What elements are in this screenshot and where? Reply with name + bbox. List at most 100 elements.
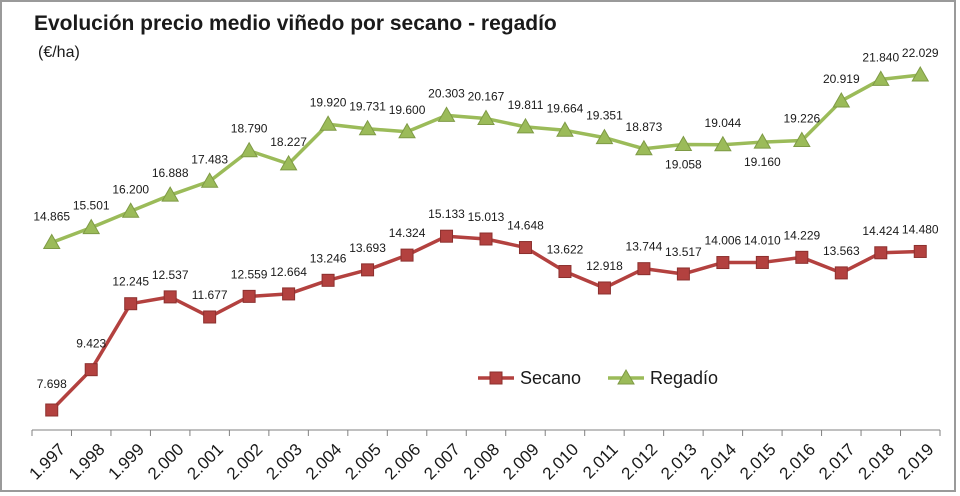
data-point-secano — [479, 232, 493, 246]
data-point-regadio — [82, 218, 101, 235]
x-tick-label: 2.009 — [499, 440, 543, 484]
x-tick-label: 2.016 — [776, 440, 820, 484]
data-label-secano: 15.013 — [468, 210, 505, 224]
data-label-secano: 12.664 — [270, 265, 307, 279]
x-tick-label: 2.017 — [815, 440, 859, 484]
data-label-secano: 12.559 — [231, 267, 268, 281]
data-label-regadio: 19.160 — [744, 155, 781, 169]
data-label-secano: 14.324 — [389, 226, 426, 240]
legend-label-secano: Secano — [520, 368, 581, 388]
data-point-secano — [637, 262, 651, 276]
data-point-secano — [558, 265, 572, 279]
x-tick-label: 2.010 — [539, 440, 583, 484]
data-label-secano: 14.480 — [902, 222, 939, 236]
x-tick-label: 2.012 — [618, 440, 662, 484]
chart-subtitle: (€/ha) — [38, 44, 80, 61]
data-label-regadio: 19.811 — [508, 98, 544, 112]
legend-marker-secano — [489, 371, 503, 385]
data-point-regadio — [871, 70, 890, 86]
data-label-regadio: 16.888 — [152, 166, 189, 180]
data-point-regadio — [121, 202, 140, 218]
x-tick-label: 2.007 — [420, 440, 464, 484]
data-label-regadio: 20.167 — [468, 90, 505, 104]
data-point-regadio — [635, 139, 653, 156]
x-tick-label: 2.008 — [460, 440, 504, 484]
data-point-secano — [518, 241, 532, 255]
data-point-secano — [84, 363, 98, 377]
data-point-secano — [795, 250, 809, 264]
x-tick-label: 2.004 — [302, 440, 346, 484]
data-point-regadio — [358, 119, 377, 136]
data-point-regadio — [279, 154, 298, 171]
data-point-secano — [124, 297, 138, 311]
data-label-regadio: 20.303 — [428, 86, 465, 100]
data-label-regadio: 19.920 — [310, 95, 347, 109]
data-point-regadio — [42, 233, 61, 249]
data-point-secano — [361, 263, 375, 277]
data-point-regadio — [911, 65, 930, 82]
data-label-secano: 14.229 — [783, 228, 820, 242]
data-point-regadio — [437, 106, 456, 122]
data-point-regadio — [714, 135, 732, 152]
data-point-regadio — [556, 121, 574, 137]
data-label-secano: 13.517 — [665, 245, 702, 259]
x-tick-label: 2.005 — [341, 440, 385, 484]
data-label-regadio: 16.200 — [112, 182, 149, 196]
data-point-secano — [874, 246, 888, 260]
data-point-regadio — [792, 131, 811, 148]
data-point-secano — [282, 287, 296, 301]
data-label-regadio: 19.600 — [389, 103, 426, 117]
data-label-secano: 13.246 — [310, 251, 347, 265]
data-point-secano — [45, 403, 59, 417]
x-tick-label: 2.014 — [697, 440, 741, 484]
data-point-regadio — [595, 128, 614, 145]
x-tick-label: 1.998 — [65, 440, 109, 484]
data-point-regadio — [319, 115, 337, 131]
data-label-secano: 12.537 — [152, 268, 189, 282]
data-point-secano — [440, 229, 454, 243]
x-tick-label: 2.001 — [183, 440, 227, 484]
data-point-regadio — [200, 172, 219, 188]
x-tick-label: 2.000 — [144, 440, 188, 484]
data-label-secano: 13.744 — [626, 240, 663, 254]
data-point-secano — [755, 255, 769, 269]
data-point-secano — [242, 289, 256, 303]
data-label-secano: 15.133 — [428, 207, 465, 221]
data-label-secano: 11.677 — [192, 288, 228, 302]
x-tick-label: 2.003 — [262, 440, 306, 484]
data-point-regadio — [398, 122, 416, 139]
data-label-secano: 14.010 — [744, 233, 781, 247]
data-point-regadio — [516, 117, 535, 134]
data-label-secano: 13.563 — [823, 244, 860, 258]
data-point-secano — [676, 267, 690, 281]
data-point-secano — [400, 248, 414, 262]
x-tick-label: 2.002 — [223, 440, 267, 484]
data-label-regadio: 14.865 — [33, 209, 70, 223]
x-tick-label: 2.013 — [657, 440, 701, 484]
data-label-regadio: 15.501 — [73, 199, 110, 213]
data-point-regadio — [832, 91, 851, 108]
legend-marker-regadio — [617, 368, 635, 385]
series-line-secano — [50, 234, 921, 412]
data-label-regadio: 20.919 — [823, 72, 860, 86]
data-label-regadio: 21.840 — [862, 50, 899, 64]
data-label-secano: 14.006 — [705, 234, 742, 248]
data-label-secano: 12.918 — [586, 259, 623, 273]
data-point-secano — [321, 273, 335, 287]
data-label-regadio: 18.227 — [270, 135, 307, 149]
x-tick-label: 2.015 — [736, 440, 780, 484]
data-point-secano — [203, 310, 217, 324]
x-tick-label: 2.006 — [381, 440, 425, 484]
data-label-regadio: 22.029 — [902, 46, 939, 60]
data-label-secano: 14.424 — [862, 224, 899, 238]
x-tick-label: 2.011 — [579, 440, 622, 483]
data-label-secano: 14.648 — [507, 219, 544, 233]
data-label-regadio: 19.058 — [665, 157, 702, 171]
data-label-regadio: 19.351 — [586, 109, 623, 123]
data-label-secano: 7.698 — [37, 377, 67, 391]
data-label-regadio: 19.044 — [705, 116, 742, 130]
data-label-regadio: 19.664 — [547, 101, 584, 115]
data-label-secano: 13.693 — [349, 241, 386, 255]
